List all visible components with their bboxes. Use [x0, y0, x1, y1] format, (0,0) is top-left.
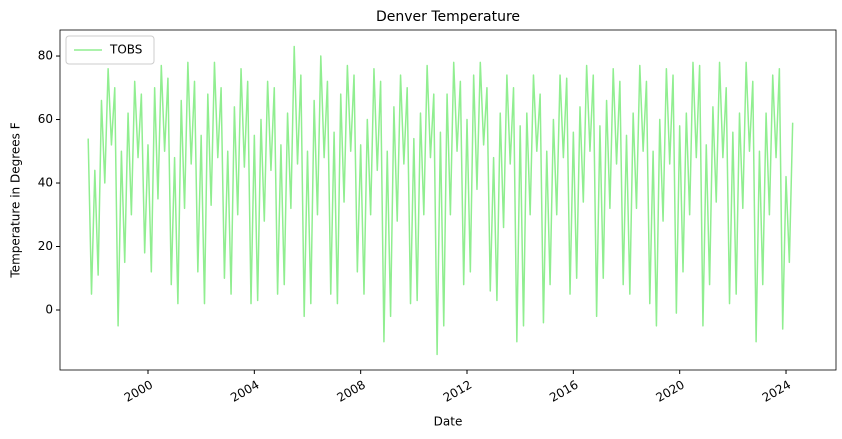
- y-tick-label: 20: [38, 239, 53, 253]
- y-tick-label: 80: [38, 49, 53, 63]
- data-line: [87, 45, 794, 356]
- legend-label: TOBS: [109, 43, 142, 57]
- x-tick-label: 2008: [334, 378, 367, 405]
- x-tick-label: 2016: [547, 378, 580, 405]
- legend-box: [65, 35, 155, 65]
- chart-title: Denver Temperature: [376, 9, 520, 25]
- plot-frame: [59, 29, 837, 371]
- y-tick-label: 0: [45, 303, 53, 317]
- x-tick-label: 2020: [653, 378, 686, 405]
- y-tick-label: 60: [38, 112, 53, 126]
- y-tick-label: 40: [38, 176, 53, 190]
- x-tick-label: 2024: [760, 378, 793, 405]
- y-axis-label: Temperature in Degrees F: [9, 122, 23, 278]
- x-axis-label: Date: [434, 415, 463, 429]
- x-tick-label: 2004: [228, 378, 261, 405]
- x-tick-label: 2012: [441, 378, 474, 405]
- x-tick-label: 2000: [122, 378, 155, 405]
